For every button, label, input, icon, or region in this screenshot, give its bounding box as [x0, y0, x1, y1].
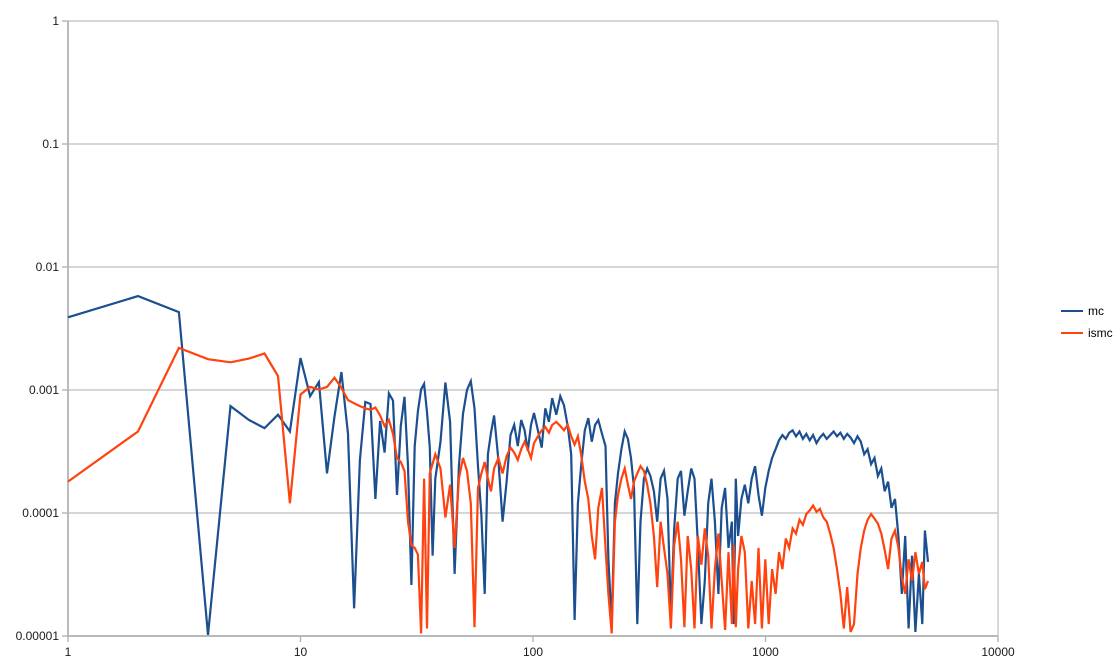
x-tick-label: 1 [65, 645, 72, 659]
legend-item-ismc: ismc [1061, 322, 1113, 344]
x-tick-label: 10 [294, 645, 308, 659]
y-tick-label: 0.001 [29, 383, 59, 397]
x-tick-label: 1000 [752, 645, 779, 659]
legend-label-ismc: ismc [1088, 326, 1113, 340]
y-tick-label: 0.01 [36, 260, 60, 274]
legend-item-mc: mc [1061, 300, 1113, 322]
x-tick-label: 10000 [981, 645, 1015, 659]
y-tick-label: 0.1 [42, 137, 59, 151]
legend-line-sample-mc [1061, 310, 1083, 312]
legend: mc ismc [1061, 300, 1113, 344]
y-tick-label: 1 [52, 14, 59, 28]
x-tick-label: 100 [523, 645, 543, 659]
y-tick-label: 0.00001 [16, 629, 60, 643]
series-line-mc [67, 294, 930, 636]
y-tick-label: 0.0001 [22, 506, 59, 520]
legend-label-mc: mc [1088, 304, 1104, 318]
series-line-ismc [67, 346, 930, 634]
legend-line-sample-ismc [1061, 332, 1083, 334]
